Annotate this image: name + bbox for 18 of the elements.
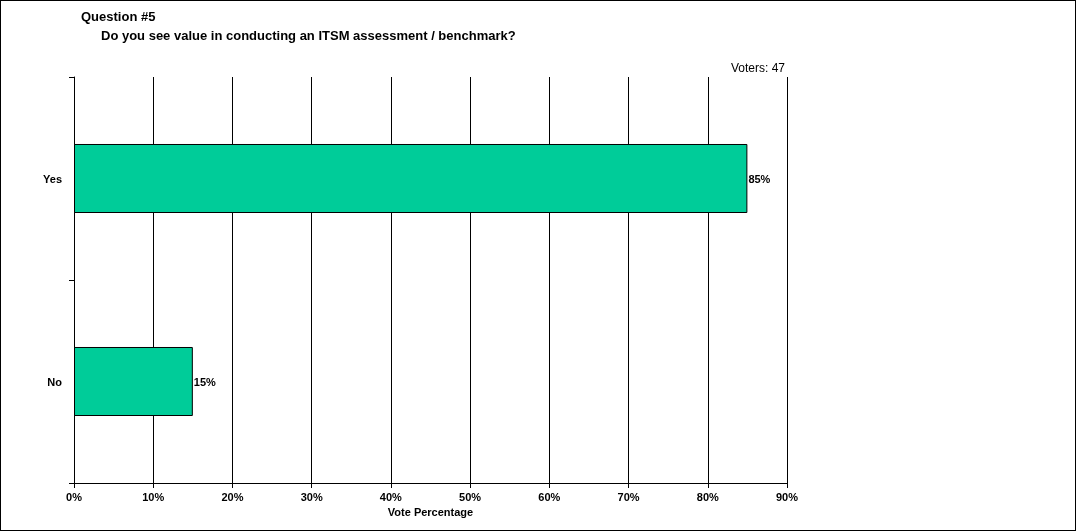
x-tick-label: 40% — [379, 490, 403, 503]
x-tick-label: 80% — [696, 490, 719, 503]
x-tick-label: 20% — [221, 490, 244, 503]
y-tick-label: No — [47, 375, 63, 388]
x-tick-label: 90% — [775, 490, 799, 503]
x-tick-label: 10% — [142, 490, 165, 503]
x-axis-title: Vote Percentage — [387, 506, 474, 519]
x-tick-label: 0% — [66, 490, 83, 503]
data-label: 85% — [748, 172, 771, 185]
x-tick-label: 30% — [300, 490, 323, 503]
x-tick-label: 70% — [617, 490, 640, 503]
chart-title: Question #5 — [81, 9, 156, 24]
text: Voters: 47 — [730, 61, 786, 75]
x-tick-label: 50% — [459, 490, 482, 503]
data-label: 15% — [193, 375, 217, 388]
x-tick-label: 60% — [538, 490, 561, 503]
y-tick-label: Yes — [43, 172, 62, 185]
chart-subtitle: Do you see value in conducting an ITSM assessment / benchmark? — [101, 28, 516, 43]
